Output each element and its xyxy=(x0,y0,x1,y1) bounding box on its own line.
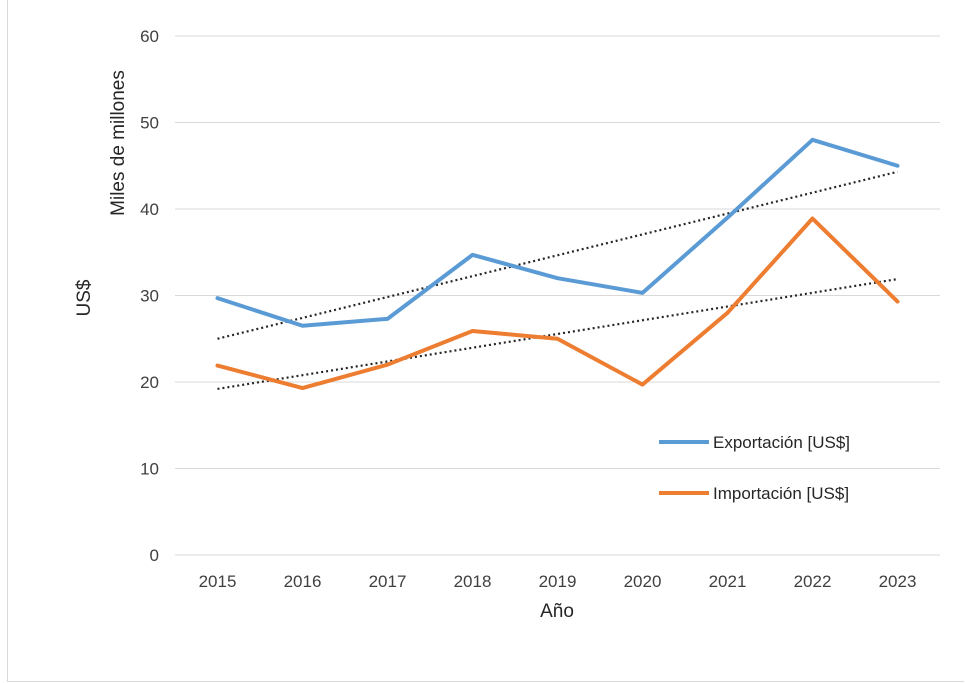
y-axis-title-secondary: Miles de millones xyxy=(108,70,129,216)
series-line-exportacion xyxy=(215,137,900,328)
x-tick-label: 2017 xyxy=(369,572,407,591)
x-tick-label: 2020 xyxy=(624,572,662,591)
x-tick-label: 2021 xyxy=(709,572,747,591)
x-axis-title: Año xyxy=(540,601,574,622)
y-tick-label: 60 xyxy=(140,27,159,46)
y-axis-title: US$ xyxy=(74,279,95,316)
series-lines xyxy=(215,137,900,391)
x-tick-label: 2016 xyxy=(284,572,322,591)
x-tick-label: 2022 xyxy=(794,572,832,591)
y-tick-label: 20 xyxy=(140,373,159,392)
y-tick-label: 10 xyxy=(140,460,159,479)
x-tick-label: 2023 xyxy=(879,572,917,591)
y-tick-label: 40 xyxy=(140,200,159,219)
x-axis-ticks: 2015 2016 2017 2018 2019 2020 2021 2022 2023 xyxy=(199,572,917,591)
legend-label: Exportación [US$] xyxy=(713,433,850,452)
y-tick-label: 0 xyxy=(150,546,159,565)
x-tick-label: 2019 xyxy=(539,572,577,591)
chart-frame xyxy=(7,0,964,682)
trendline-exportacion xyxy=(217,170,898,340)
gridlines xyxy=(175,35,940,556)
y-tick-label: 30 xyxy=(140,287,159,306)
trendlines xyxy=(217,170,898,391)
y-tick-label: 50 xyxy=(140,114,159,133)
legend: Exportación [US$] Importación [US$] xyxy=(659,433,850,503)
y-axis-ticks: 0 10 20 30 40 50 60 xyxy=(140,27,159,565)
x-tick-label: 2015 xyxy=(199,572,237,591)
series-line-importacion xyxy=(215,216,900,391)
x-tick-label: 2018 xyxy=(454,572,492,591)
legend-label: Importación [US$] xyxy=(713,484,849,503)
